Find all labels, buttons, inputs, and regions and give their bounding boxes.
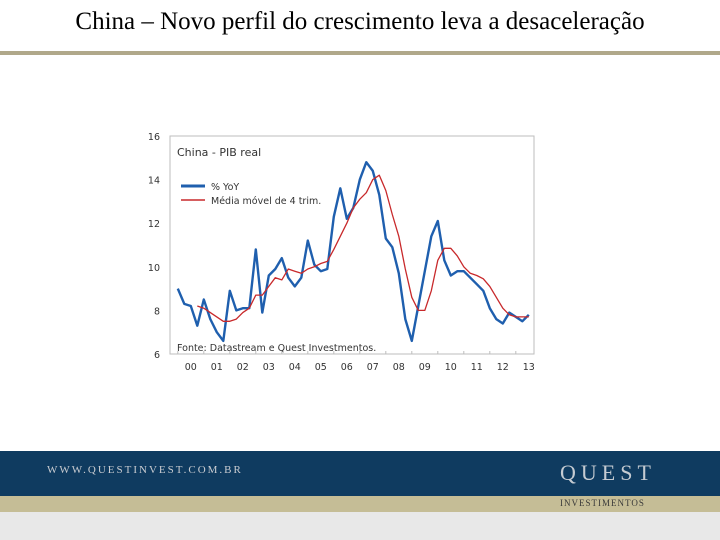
legend-label-yoy: % YoY [211,182,239,193]
x-tick-label: 09 [419,362,431,373]
x-axis: 00 01 02 03 04 05 06 07 08 09 10 11 12 13 [177,351,535,373]
x-tick-label: 07 [367,362,379,373]
chart-frame [169,135,535,355]
title-rule [0,51,720,55]
x-tick-label: 00 [185,362,197,373]
x-tick-label: 12 [497,362,509,373]
website-link[interactable]: WWW.QUESTINVEST.COM.BR [47,464,243,476]
footer-gold-strip [0,496,720,512]
gdp-line-chart: China - PIB real % YoY Média móvel de 4 … [148,132,535,373]
quest-logo: QUEST [560,460,656,485]
x-tick-label: 11 [471,362,483,373]
y-tick-label: 12 [148,219,160,230]
y-tick-label: 14 [148,176,160,187]
x-tick-label: 06 [341,362,353,373]
x-tick-label: 04 [289,362,301,373]
y-tick-label: 16 [148,132,160,143]
y-tick-label: 6 [154,350,160,361]
series-layer [176,160,530,343]
y-tick-label: 10 [148,263,160,274]
x-tick-label: 13 [523,362,535,373]
x-tick-label: 05 [315,362,327,373]
footer-bar [0,451,720,497]
y-tick-label: 8 [154,306,160,317]
chart-title: China - PIB real [177,146,261,159]
slide-title: China – Novo perfil do crescimento leva … [75,8,645,35]
legend-label-ma: Média móvel de 4 trim. [211,196,321,207]
x-tick-label: 01 [211,362,223,373]
y-axis: 6 8 10 12 14 16 [148,132,160,361]
quest-logo-subtitle: INVESTIMENTOS [560,498,645,508]
x-tick-label: 02 [237,362,249,373]
x-tick-label: 08 [393,362,405,373]
x-tick-label: 10 [445,362,457,373]
chart-source: Fonte: Datastream e Quest Investmentos. [177,343,376,354]
x-tick-label: 03 [263,362,275,373]
footer-gray-strip [0,512,720,540]
series-line-moving-average [197,174,529,322]
